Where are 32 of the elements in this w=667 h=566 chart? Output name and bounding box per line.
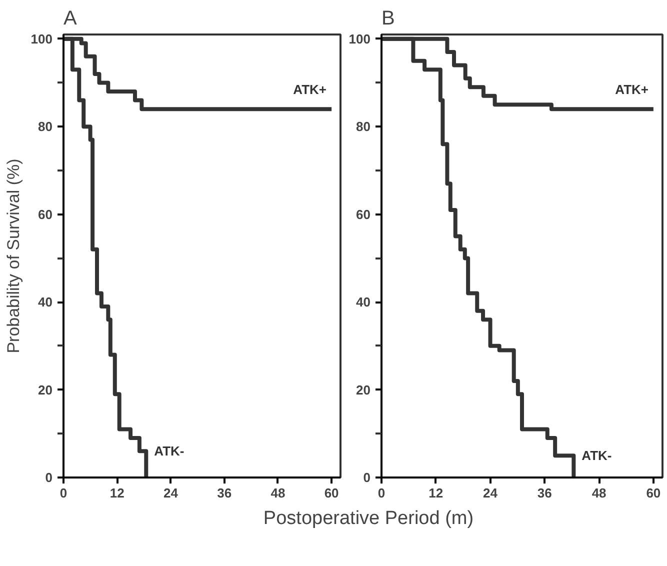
y-tick-label: 80 [38, 119, 53, 134]
y-tick-label: 40 [356, 294, 371, 310]
y-tick-label: 60 [38, 206, 53, 222]
y-tick-label: 20 [356, 382, 371, 398]
x-tick-label: 24 [483, 486, 498, 500]
y-tick-label: 0 [363, 470, 371, 485]
y-axis-title: Probability of Survival (%) [4, 158, 23, 354]
x-axis-title: Postoperative Period (m) [263, 507, 474, 531]
x-tick-label: 24 [163, 486, 179, 500]
x-tick-label: 12 [428, 486, 444, 500]
x-tick-label: 0 [378, 486, 386, 500]
y-tick-label: 100 [30, 31, 53, 46]
y-tick-label: 40 [38, 294, 53, 310]
y-tick-label: 80 [356, 119, 371, 134]
x-tick-label: 12 [110, 486, 124, 500]
x-tick-label: 0 [60, 486, 68, 500]
series-label: ATK- [154, 444, 184, 459]
series-label: ATK+ [293, 82, 327, 98]
x-tick-label: 36 [537, 486, 552, 500]
series-label: ATK- [582, 448, 612, 464]
chart-title: B [382, 8, 395, 30]
y-tick-label: 60 [356, 206, 371, 222]
x-tick-label: 48 [270, 486, 286, 500]
chart-title: A [64, 8, 78, 30]
y-tick-label: 20 [38, 382, 53, 398]
y-tick-label: 100 [348, 31, 371, 46]
x-tick-label: 60 [646, 486, 661, 500]
x-tick-label: 60 [324, 486, 339, 500]
series-label: ATK+ [615, 82, 649, 98]
x-tick-label: 36 [217, 486, 232, 500]
y-tick-label: 0 [45, 470, 53, 485]
x-tick-label: 48 [592, 486, 606, 500]
